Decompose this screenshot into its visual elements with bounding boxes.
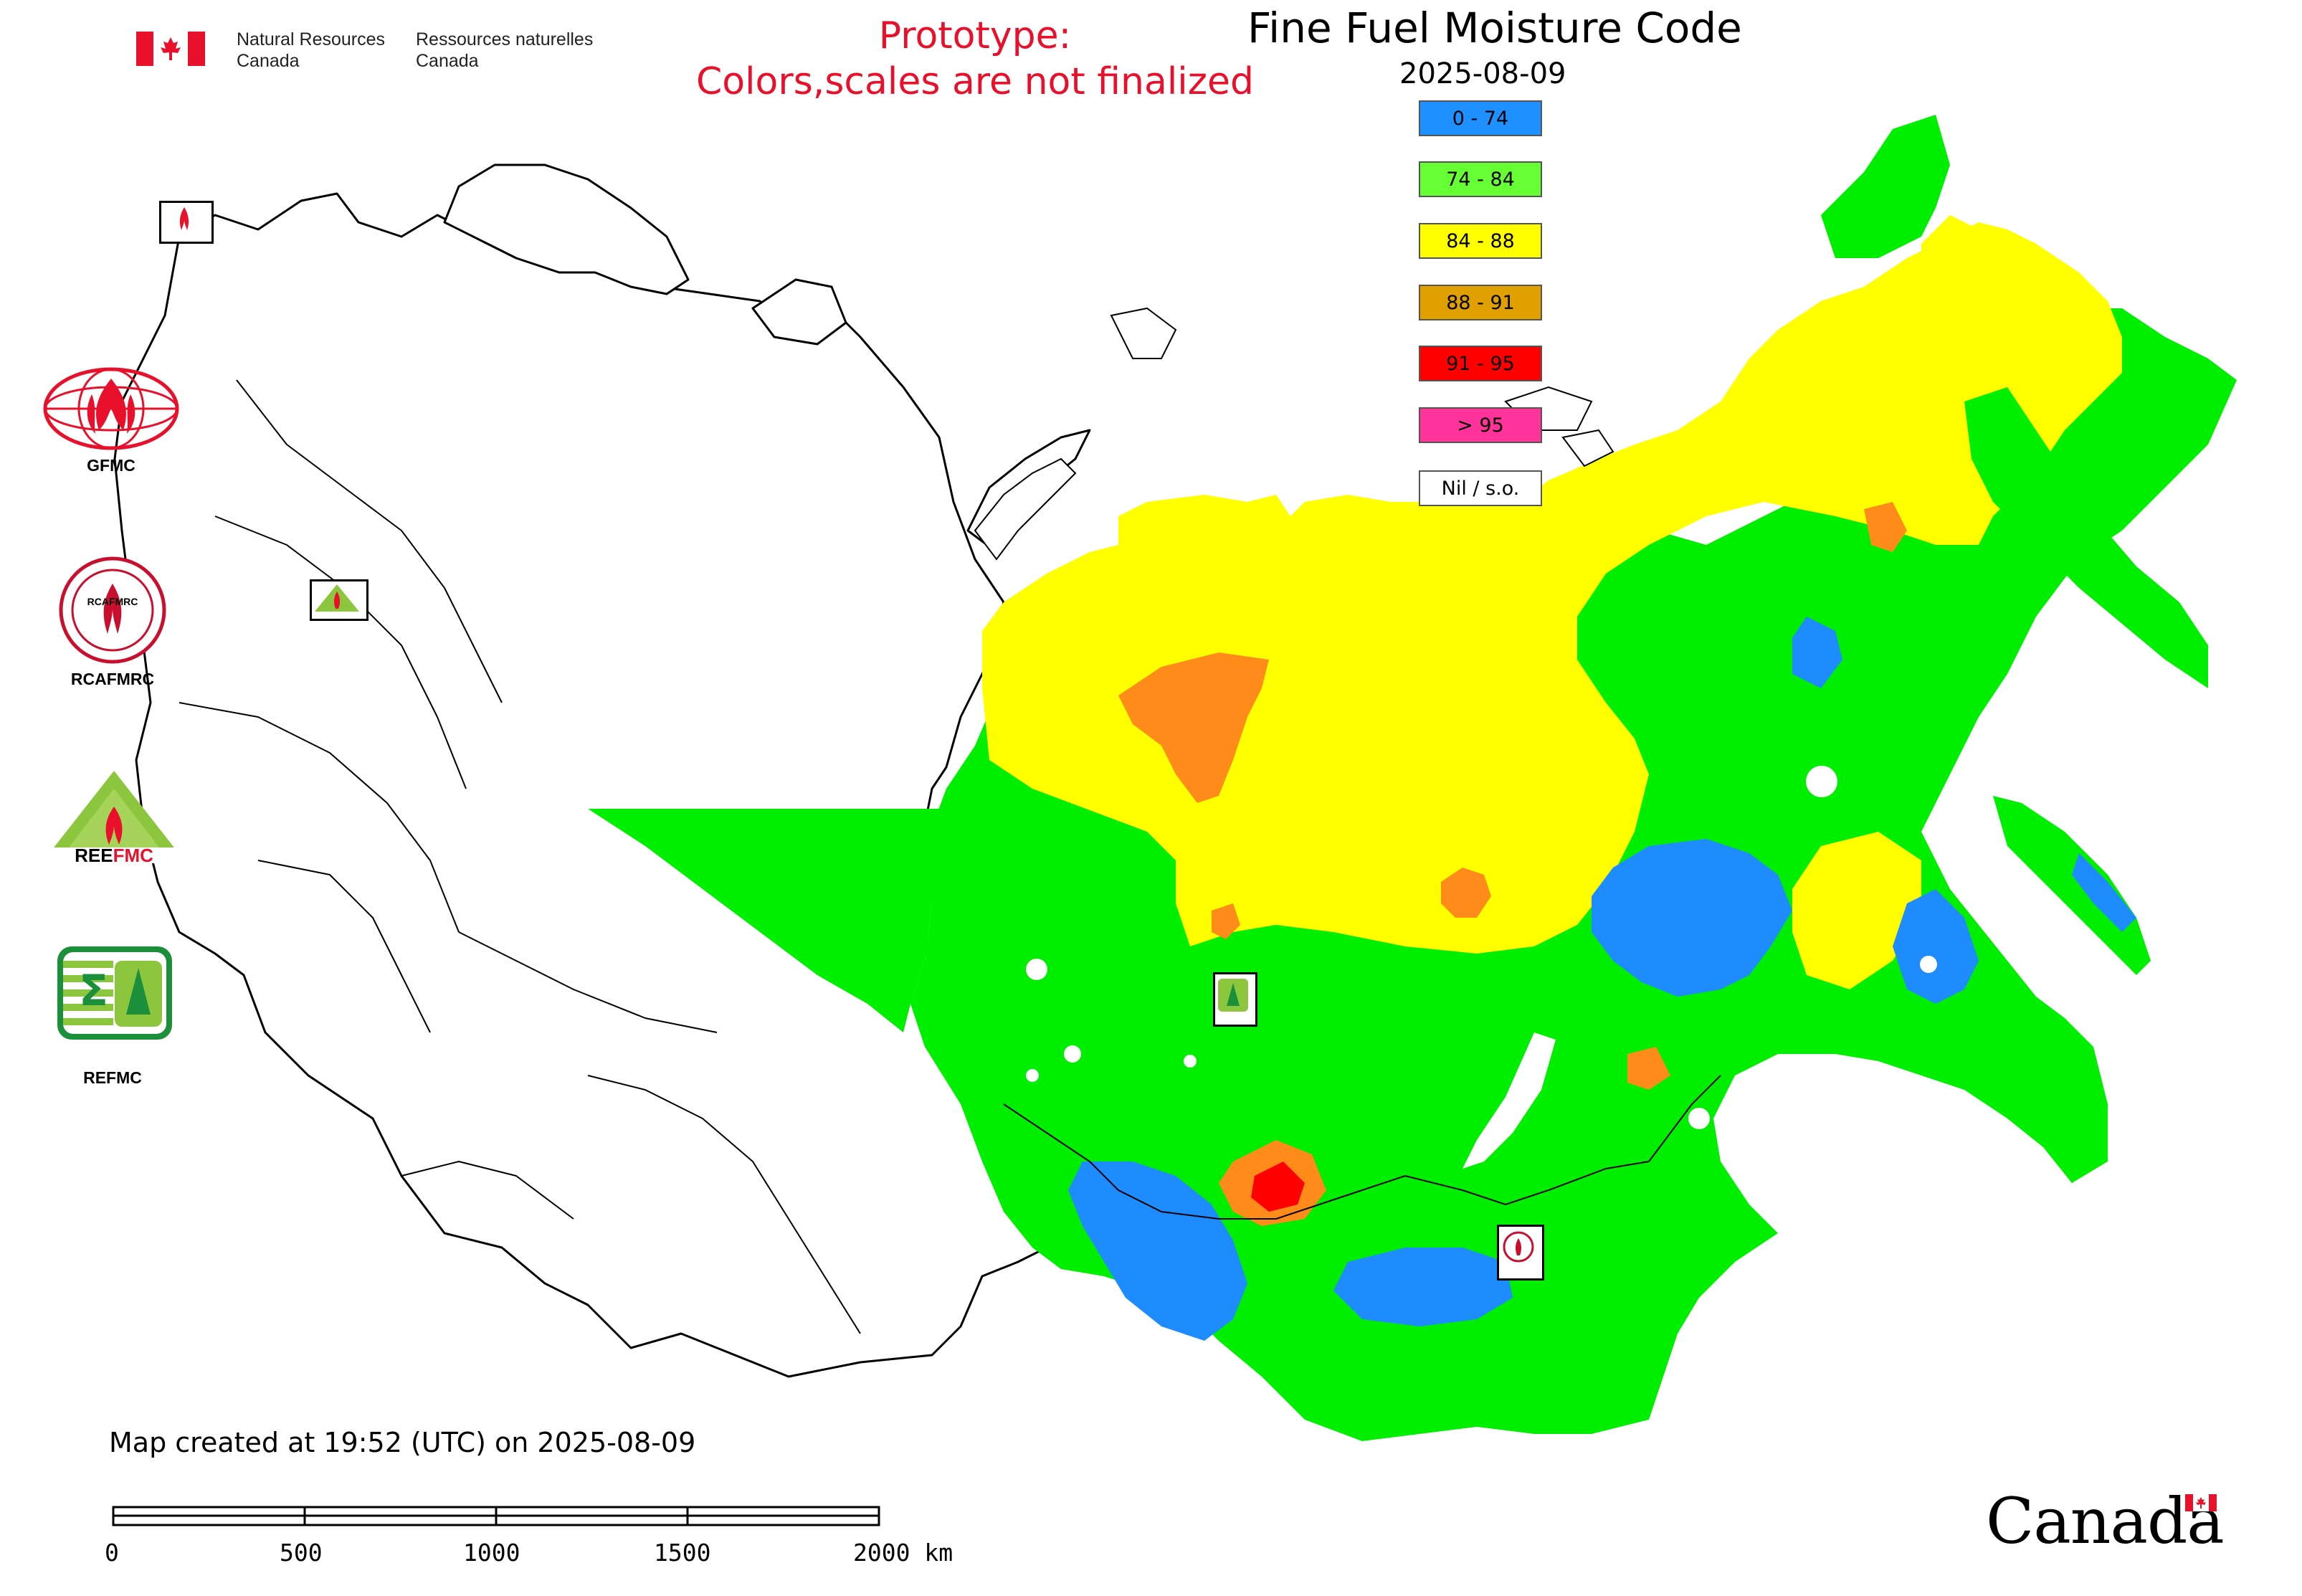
- map-date: 2025-08-09: [1399, 57, 1566, 90]
- legend-item-0-74: 0 - 74: [1419, 100, 1542, 136]
- canada-wordmark-text: Canada: [1986, 1484, 2225, 1558]
- scale-label-1500: 1500: [654, 1539, 711, 1567]
- rcafmrc-logo: RCAFMRC: [57, 555, 168, 665]
- scale-bar: [112, 1506, 880, 1526]
- legend-item-nil: Nil / s.o.: [1419, 470, 1542, 506]
- legend-item-88-91: 88 - 91: [1419, 285, 1542, 320]
- map-created-timestamp: Map created at 19:52 (UTC) on 2025-08-09: [109, 1427, 696, 1458]
- legend-label: 84 - 88: [1446, 229, 1515, 252]
- refmc-logo: Σ: [57, 946, 172, 1040]
- reefmc-logo: REEFMC: [37, 767, 191, 868]
- rcafmrc-label: RCAFMRC: [70, 670, 155, 688]
- border-lines: [1003, 1075, 1721, 1220]
- legend-label: > 95: [1457, 414, 1504, 437]
- refmc-map-marker: [1213, 972, 1257, 1027]
- canada-flag-icon: [136, 32, 205, 66]
- legend-label: 91 - 95: [1446, 352, 1515, 375]
- svg-text:Σ: Σ: [79, 966, 108, 1016]
- prototype-line-2: Colors,scales are not finalized: [695, 60, 1255, 103]
- scale-label-500: 500: [280, 1539, 323, 1567]
- svg-text:RCAFMRC: RCAFMRC: [87, 596, 138, 607]
- gfmc-map-marker: [159, 201, 214, 244]
- ffmc-raster: [588, 115, 2237, 1441]
- map-title: Fine Fuel Moisture Code: [1247, 4, 1742, 52]
- legend-item-91-95: 91 - 95: [1419, 346, 1542, 381]
- wordmark-flag-icon: [2185, 1494, 2217, 1511]
- legend-label: 88 - 91: [1446, 291, 1515, 314]
- agency-name-en: Natural Resources Canada: [237, 29, 386, 71]
- refmc-label: REFMC: [83, 1068, 142, 1087]
- legend-label: Nil / s.o.: [1441, 477, 1520, 500]
- scale-label-1000: 1000: [463, 1539, 520, 1567]
- legend-label: 74 - 84: [1446, 168, 1515, 191]
- legend-item-74-84: 74 - 84: [1419, 161, 1542, 197]
- western-outline: [113, 163, 1091, 1378]
- scale-label-0: 0: [105, 1539, 119, 1567]
- gfmc-logo: [42, 366, 181, 452]
- svg-text:REEFMC: REEFMC: [75, 845, 153, 866]
- agency-name-fr: Ressources naturelles Canada: [416, 29, 594, 71]
- canada-wordmark: Canada: [1986, 1484, 2230, 1563]
- legend-item-84-88: 84 - 88: [1419, 223, 1542, 259]
- prototype-line-1: Prototype:: [878, 14, 1072, 57]
- legend-label: 0 - 74: [1452, 107, 1509, 130]
- reefmc-map-marker: [310, 579, 368, 621]
- scale-label-2000: 2000 km: [853, 1539, 953, 1567]
- legend-item-gt-95: > 95: [1419, 407, 1542, 443]
- gfmc-label: GFMC: [87, 456, 135, 475]
- rcafmrc-map-marker: [1497, 1225, 1544, 1281]
